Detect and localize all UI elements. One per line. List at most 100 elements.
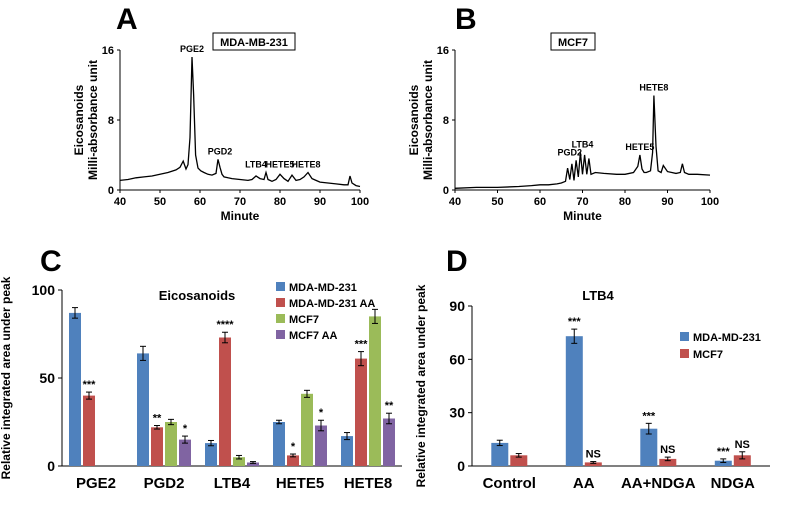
chart-b-x-tick-label: 90 xyxy=(661,196,673,208)
panel-a-label: MDA-MB-231 xyxy=(220,37,288,49)
chart-a-y-axis-label: Eicosanoids xyxy=(72,84,86,155)
chart-d-y-tick-label: 30 xyxy=(449,405,465,421)
chart-c-bar xyxy=(205,443,217,466)
chart-c-bar xyxy=(341,436,353,466)
chart-a-peak-label: HETE8 xyxy=(291,160,320,170)
chart-b-x-tick-label: 60 xyxy=(534,196,546,208)
chart-c-bar xyxy=(83,395,95,466)
chart-c-legend-label: MDA-MD-231 xyxy=(289,282,357,294)
chart-c-y-tick-label: 100 xyxy=(32,282,56,298)
chart-b-peak-label: HETE5 xyxy=(625,142,654,152)
chart-a-x-tick-label: 70 xyxy=(234,196,246,208)
chart-a-trace-line xyxy=(119,56,361,188)
chart-c-significance-mark: ** xyxy=(153,413,162,425)
chart-d-legend-label: MCF7 xyxy=(693,349,723,361)
chart-d-significance-mark: *** xyxy=(717,446,731,458)
chart-b-trace-line xyxy=(454,95,711,189)
chart-b-y-axis-label: Eicosanoids xyxy=(407,84,421,155)
chart-c-significance-mark: *** xyxy=(355,339,369,351)
chart-b-peak-label: PGD2 xyxy=(557,147,582,157)
chart-d-y-tick-label: 0 xyxy=(457,458,465,474)
panel-a-label-box xyxy=(212,32,296,51)
chart-c-bar xyxy=(383,418,395,466)
chart-b-y-tick-label: 16 xyxy=(437,45,449,57)
chart-d-significance-mark: *** xyxy=(642,410,656,422)
chart-d-bar xyxy=(584,462,602,466)
chart-c-legend-swatch xyxy=(276,282,285,291)
chart-c-significance-mark: * xyxy=(291,441,296,453)
chart-b-x-axis-label: Minute xyxy=(563,209,602,223)
chart-b-y-axis-label: Milli-absorbance unit xyxy=(421,60,435,180)
chart-c-significance-mark: * xyxy=(183,423,188,435)
chart-a-y-tick-label: 16 xyxy=(102,45,114,57)
chart-c-bar xyxy=(165,422,177,466)
chart-c-bar xyxy=(137,353,149,466)
chart-c-legend-swatch xyxy=(276,298,285,307)
chart-b-x-tick-label: 40 xyxy=(449,196,461,208)
chart-d-y-tick-label: 90 xyxy=(449,298,465,314)
chart-d-significance-mark: NS xyxy=(735,439,750,451)
panel-b-label-box xyxy=(550,32,596,51)
chart-a-y-tick-label: 8 xyxy=(108,115,114,127)
chart-d-category-label: AA xyxy=(573,475,595,492)
chart-d-bar xyxy=(565,336,583,466)
panel-b-label: MCF7 xyxy=(558,37,588,49)
panel-letter-c: C xyxy=(40,245,62,278)
chart-c-bar xyxy=(287,455,299,466)
chart-d-bar xyxy=(659,458,677,466)
chart-a-x-axis-label: Minute xyxy=(221,209,260,223)
chart-c-bar xyxy=(179,439,191,466)
chart-d-bar xyxy=(510,455,528,466)
chart-a-y-axis-label: Milli-absorbance unit xyxy=(86,60,100,180)
chart-b-x-tick-label: 50 xyxy=(491,196,503,208)
chart-c-category-label: HETE5 xyxy=(276,475,324,492)
chart-a-peak-label: LTB4 xyxy=(245,160,267,170)
chart-d-y-tick-label: 60 xyxy=(449,351,465,367)
chart-c-y-axis-label: Relative integrated area under peak xyxy=(0,276,13,479)
chart-c-significance-mark: **** xyxy=(216,319,234,331)
chart-c: 0 50 100 Relative integrated area under pea… xyxy=(0,276,402,492)
chart-d-bar xyxy=(714,460,732,466)
chart-c-bar xyxy=(69,312,81,466)
chart-b-y-tick-label: 8 xyxy=(443,115,449,127)
chart-a-x-tick-label: 60 xyxy=(194,196,206,208)
chart-d-category-label: Control xyxy=(483,475,536,492)
chart-c-significance-mark: ** xyxy=(385,400,394,412)
chart-c-legend-label: MDA-MD-231 AA xyxy=(289,298,375,310)
chart-d-category-label: AA+NDGA xyxy=(621,475,696,492)
chart-d-bar xyxy=(733,455,751,466)
chart-a-peak-label: PGE2 xyxy=(180,44,204,54)
chart-c-bar xyxy=(233,457,245,466)
chart-c-y-tick-label: 0 xyxy=(47,458,55,474)
chart-c-legend-swatch xyxy=(276,314,285,323)
chart-c-legend-label: MCF7 xyxy=(289,314,319,326)
chart-c-significance-mark: * xyxy=(319,407,324,419)
chart-d-chart-title: LTB4 xyxy=(582,288,614,303)
chart-b-x-tick-label: 70 xyxy=(576,196,588,208)
chart-c-bar xyxy=(315,425,327,466)
chart-d-legend-swatch xyxy=(680,332,689,341)
chart-c-y-tick-label: 50 xyxy=(39,370,55,386)
chart-a: 40 50 60 70 80 90 100 0 8 16 Minute Eicosanoids Mill… xyxy=(72,44,369,223)
chart-c-legend-label: MCF7 AA xyxy=(289,330,338,342)
chart-b-y-tick-label: 0 xyxy=(443,185,449,197)
chart-c-category-label: PGE2 xyxy=(76,475,116,492)
chart-a-x-tick-label: 100 xyxy=(351,196,369,208)
chart-d-significance-mark: NS xyxy=(586,449,601,461)
chart-c-bar xyxy=(301,393,313,466)
chart-a-x-tick-label: 50 xyxy=(154,196,166,208)
chart-c-chart-title: Eicosanoids xyxy=(159,288,236,303)
chart-a-y-tick-label: 0 xyxy=(108,185,114,197)
chart-a-x-tick-label: 40 xyxy=(114,196,126,208)
chart-d-category-label: NDGA xyxy=(711,475,755,492)
chart-b-x-tick-label: 80 xyxy=(619,196,631,208)
chart-d-significance-mark: *** xyxy=(568,316,582,328)
chart-c-bar xyxy=(219,337,231,466)
chart-d-significance-mark: NS xyxy=(660,444,675,456)
panel-letter-a: A xyxy=(116,3,138,36)
chart-c-bar xyxy=(273,422,285,466)
chart-c-bar xyxy=(247,462,259,466)
chart-b-peak-label: LTB4 xyxy=(572,139,594,149)
chart-c-bar xyxy=(369,316,381,466)
